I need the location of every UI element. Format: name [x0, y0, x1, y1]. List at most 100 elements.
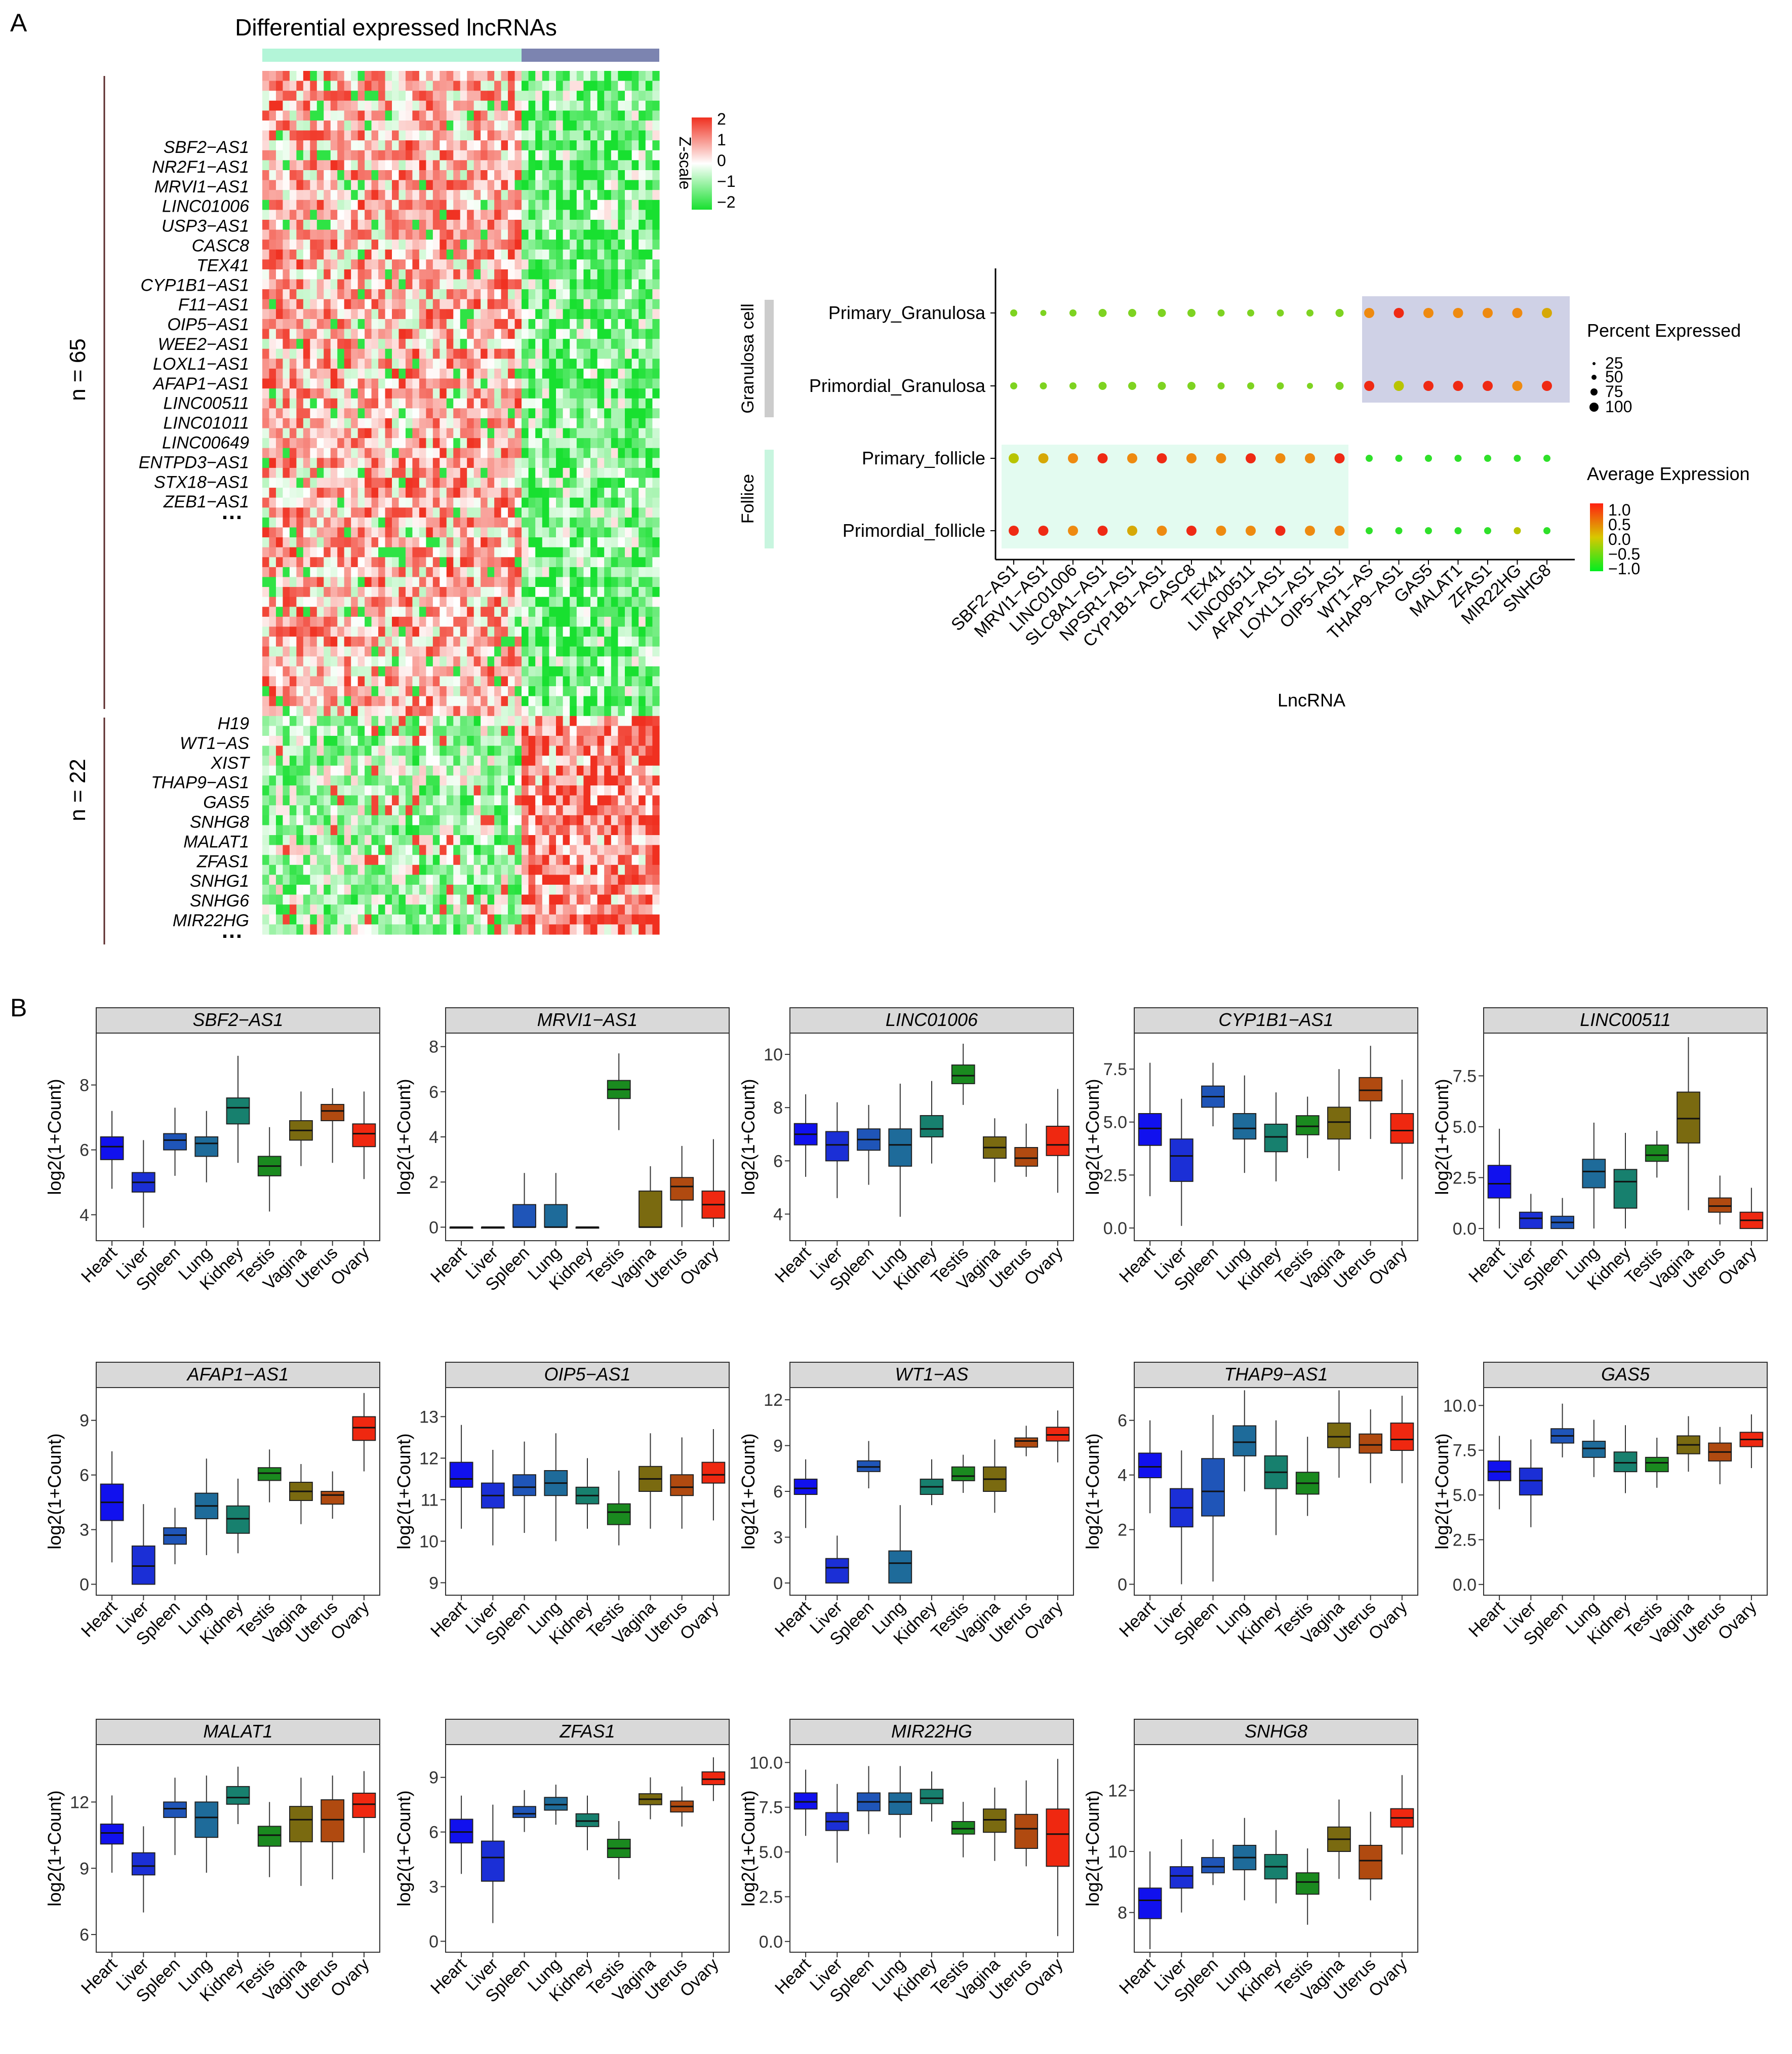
heatmap-cell	[426, 160, 433, 171]
heatmap-cell	[440, 478, 447, 488]
heatmap-cell	[289, 458, 297, 468]
heatmap-cell	[652, 110, 660, 121]
heatmap-cell	[652, 398, 660, 409]
heatmap-cell	[467, 815, 474, 826]
heatmap-cell	[330, 716, 338, 727]
heatmap-cell	[542, 130, 549, 141]
heatmap-cell	[432, 240, 440, 250]
heatmap-cell	[432, 368, 440, 379]
heatmap-cell	[522, 706, 529, 717]
heatmap-cell	[631, 527, 639, 538]
heatmap-cell	[576, 537, 584, 548]
heatmap-cell	[652, 368, 660, 379]
heatmap-cell	[618, 616, 625, 627]
heatmap-cell	[303, 309, 310, 320]
heatmap-cell	[625, 537, 632, 548]
heatmap-cell	[426, 656, 433, 667]
heatmap-cell	[535, 756, 543, 766]
heatmap-cell	[412, 527, 420, 538]
heatmap-cell	[275, 240, 284, 250]
heatmap-cell	[440, 914, 447, 925]
heatmap-cell	[324, 170, 331, 181]
heatmap-cell	[487, 756, 495, 766]
heatmap-cell	[522, 765, 529, 776]
heatmap-cell	[426, 805, 433, 816]
heatmap-cell	[344, 438, 351, 449]
heatmap-cell	[365, 527, 372, 538]
heatmap-cell	[365, 219, 372, 230]
heatmap-cell	[269, 775, 276, 786]
heatmap-cell	[631, 100, 639, 111]
heatmap-cell	[631, 587, 639, 598]
heatmap-cell	[419, 696, 426, 706]
heatmap-cell	[494, 765, 502, 776]
heatmap-cell	[549, 716, 556, 727]
heatmap-cell	[535, 448, 543, 458]
heatmap-cell	[542, 299, 549, 309]
heatmap-cell	[576, 845, 584, 855]
heatmap-cell	[563, 696, 570, 706]
heatmap-cell	[453, 567, 461, 578]
heatmap-cell	[590, 517, 598, 528]
heatmap-cell	[405, 557, 413, 568]
heatmap-cell	[535, 656, 543, 667]
heatmap-cell	[570, 368, 577, 379]
heatmap-cell	[303, 795, 310, 806]
heatmap-cell	[344, 329, 351, 339]
heatmap-cell	[576, 497, 584, 508]
heatmap-cell	[556, 418, 564, 429]
heatmap-cell	[652, 666, 660, 677]
heatmap-cell	[583, 229, 591, 240]
heatmap-cell	[631, 537, 639, 548]
heatmap-cell	[583, 488, 591, 498]
heatmap-cell	[467, 478, 474, 488]
heatmap-cell	[392, 309, 400, 320]
heatmap-cell	[535, 269, 543, 280]
heatmap-cell	[535, 130, 543, 141]
heatmap-cell	[535, 160, 543, 171]
heatmap-cell	[324, 150, 331, 161]
heatmap-cell	[563, 359, 570, 369]
heatmap-cell	[487, 348, 495, 359]
heatmap-cell	[508, 150, 515, 161]
heatmap-cell	[570, 904, 577, 915]
heatmap-cell	[405, 736, 413, 746]
heatmap-cell	[303, 785, 310, 796]
heatmap-cell	[275, 348, 284, 359]
heatmap-cell	[597, 448, 605, 458]
heatmap-cell	[542, 438, 549, 449]
heatmap-cell	[487, 140, 495, 151]
heatmap-cell	[392, 894, 400, 905]
heatmap-cell	[590, 616, 598, 627]
heatmap-cell	[283, 190, 290, 201]
heatmap-cell	[645, 448, 653, 458]
heatmap-cell	[645, 458, 653, 468]
heatmap-cell	[549, 765, 556, 776]
heatmap-cell	[542, 71, 549, 82]
heatmap-cell	[611, 864, 618, 876]
heatmap-cell	[618, 587, 625, 598]
heatmap-cell	[494, 120, 502, 131]
heatmap-cell	[576, 875, 584, 885]
heatmap-cell	[535, 359, 543, 369]
heatmap-cell	[426, 319, 433, 330]
heatmap-cell	[528, 259, 536, 270]
heatmap-cell	[283, 864, 290, 876]
heatmap-cell	[269, 319, 276, 330]
heatmap-cell	[419, 279, 426, 290]
heatmap-cell	[631, 458, 639, 468]
heatmap-cell	[446, 160, 454, 171]
heatmap-cell	[289, 130, 297, 141]
heatmap-cell	[639, 100, 646, 111]
heatmap-cell	[645, 378, 653, 389]
heatmap-cell	[316, 249, 324, 260]
heatmap-cell	[269, 388, 276, 399]
heatmap-cell	[399, 696, 406, 706]
heatmap-cell	[583, 140, 591, 151]
heatmap-cell	[556, 140, 564, 151]
heatmap-cell	[597, 150, 605, 161]
heatmap-cell	[269, 597, 276, 607]
heatmap-cell	[289, 567, 297, 578]
heatmap-cell	[535, 805, 543, 816]
heatmap-cell	[460, 835, 467, 846]
